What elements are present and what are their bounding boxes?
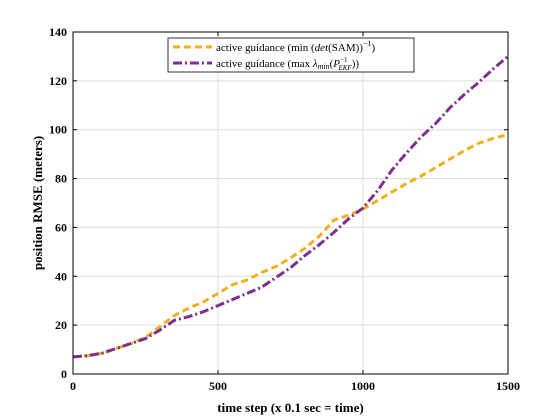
legend-entry-1: active guidance (max λmin(P−1 EKF)) <box>216 56 359 72</box>
legend-entry-1-lambda: λ <box>312 58 318 70</box>
x-tick-label-1: 500 <box>209 379 227 393</box>
legend-entry-0-c: ) <box>371 42 375 54</box>
legend-entry-1-p: P <box>332 58 340 70</box>
y-tick-label-1: 20 <box>55 318 67 332</box>
y-tick-label-3: 60 <box>55 220 67 234</box>
y-tick-label-0: 0 <box>61 367 67 381</box>
legend-entry-1-sup: −1 <box>340 56 348 64</box>
series-layer <box>72 55 509 359</box>
y-tick-label-2: 40 <box>55 269 67 283</box>
series-line-1 <box>72 55 509 359</box>
legend-entry-0-a: active guidance (min ( <box>216 42 315 54</box>
y-tick-label-5: 100 <box>49 123 67 137</box>
x-tick-label-3: 1500 <box>496 379 520 393</box>
legend-entry-1-sub: min <box>318 62 330 71</box>
x-tick-label-0: 0 <box>70 379 76 393</box>
plot-area <box>73 32 508 374</box>
legend-entry-1-b: ( <box>330 58 334 70</box>
y-tick-label-7: 140 <box>49 25 67 39</box>
legend-entry-1-sub2: EKF <box>337 64 352 72</box>
y-axis-label: position RMSE (meters) <box>30 136 45 270</box>
legend-entry-0-det: det <box>315 42 329 54</box>
legend: active guidance (min (det(SAM))−1) activ… <box>167 37 415 73</box>
y-tick-label-6: 120 <box>49 74 67 88</box>
grid <box>73 32 508 374</box>
ticks: 0 500 1000 1500 0 20 40 60 80 100 120 140 <box>49 25 520 393</box>
legend-entry-1-a: active guidance (max <box>216 58 313 70</box>
legend-entry-0: active guidance (min (det(SAM))−1) <box>216 39 375 54</box>
legend-entry-0-sup: −1 <box>363 39 372 48</box>
legend-entry-0-b: (SAM)) <box>328 42 363 54</box>
legend-box <box>167 37 415 73</box>
x-tick-label-2: 1000 <box>351 379 375 393</box>
y-tick-label-4: 80 <box>55 172 67 186</box>
legend-entry-1-c: )) <box>352 58 360 70</box>
x-axis-label: time step (x 0.1 sec = time) <box>217 400 363 415</box>
plot-frame <box>72 31 509 375</box>
